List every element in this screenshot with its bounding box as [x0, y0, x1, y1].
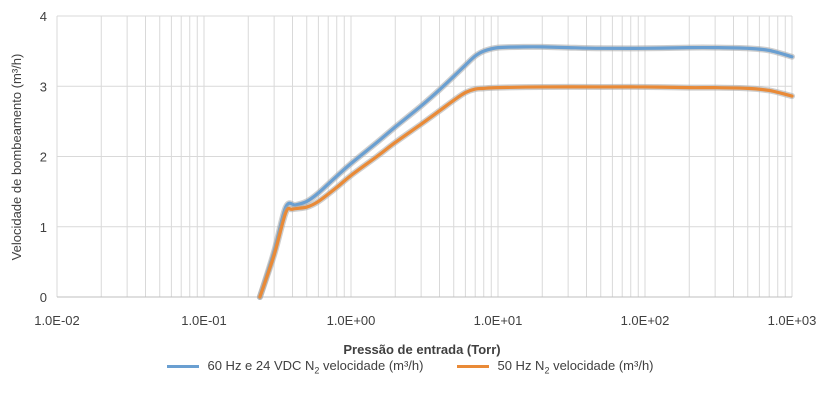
series-layer — [256, 43, 795, 300]
legend-swatch-50hz — [457, 365, 490, 369]
y-axis-title: Velocidade de bombeamento (m³/h) — [9, 54, 24, 261]
y-tick-label: 2 — [40, 150, 47, 165]
x-tick-label: 1.0E-01 — [181, 313, 227, 328]
x-tick-label: 1.0E+01 — [474, 313, 523, 328]
legend-item-60hz: 60 Hz e 24 VDC N2 velocidade (m³/h) — [167, 358, 423, 376]
series-line-shadow-1 — [256, 83, 795, 300]
grid-lines — [56, 15, 793, 298]
x-tick-label: 1.0E+03 — [768, 313, 817, 328]
x-axis-title: Pressão de entrada (Torr) — [343, 342, 500, 357]
x-tick-label: 1.0E+00 — [327, 313, 376, 328]
y-tick-label: 3 — [40, 79, 47, 94]
legend-swatch-60hz — [167, 365, 200, 369]
y-tick-label: 4 — [40, 9, 47, 24]
legend-label-50hz: 50 Hz N2 velocidade (m³/h) — [497, 358, 654, 376]
y-tick-label: 1 — [40, 220, 47, 235]
series-line-0 — [258, 45, 794, 299]
legend-label-60hz: 60 Hz e 24 VDC N2 velocidade (m³/h) — [207, 358, 424, 376]
x-tick-labels: 1.0E-02 1.0E-01 1.0E+00 1.0E+01 1.0E+02 1.0E+… — [34, 313, 816, 328]
legend-item-50hz: 50 Hz N2 velocidade (m³/h) — [457, 358, 654, 376]
y-tick-labels: 0 1 2 3 4 — [40, 9, 47, 305]
legend: 60 Hz e 24 VDC N2 velocidade (m³/h) 50 H… — [0, 358, 821, 376]
y-tick-label: 0 — [40, 290, 47, 305]
x-tick-label: 1.0E-02 — [34, 313, 80, 328]
series-line-1 — [258, 85, 794, 299]
x-tick-label: 1.0E+02 — [621, 313, 670, 328]
